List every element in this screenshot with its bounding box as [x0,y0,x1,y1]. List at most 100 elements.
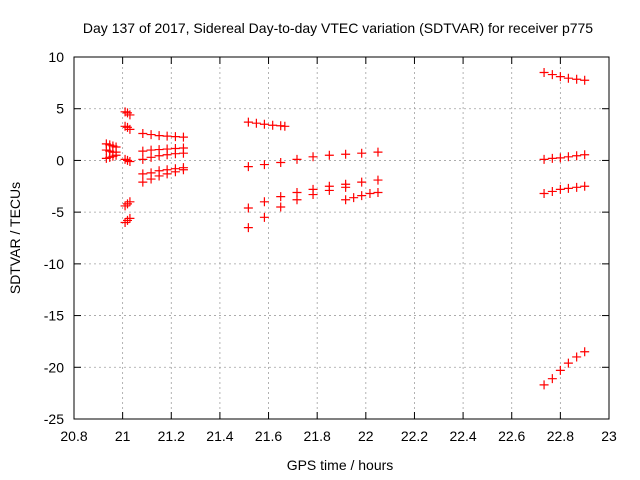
y-tick-label: -25 [44,411,64,427]
data-point [125,124,135,134]
data-point [259,119,269,129]
data-point [308,152,318,162]
axis-ticks [73,56,610,420]
data-point [276,202,286,212]
data-point [373,147,383,157]
series-s20 [539,150,590,164]
data-point [572,74,582,84]
series-s08 [120,213,135,227]
data-point [572,151,582,161]
data-point [292,154,302,164]
data-point [170,149,180,159]
x-tick-label: 21.8 [304,428,331,444]
data-point [243,203,253,213]
x-tick-label: 22 [358,428,374,444]
data-point [365,189,375,199]
data-point [138,154,148,164]
data-point [539,68,549,78]
data-point [563,73,573,83]
y-axis-label: SDTVAR / TECUs [7,182,23,294]
data-point [146,174,156,184]
data-point [162,131,172,141]
series-s13 [138,165,188,187]
data-point [539,380,549,390]
data-point [563,183,573,193]
data-point [138,177,148,187]
data-point [580,75,590,85]
x-tick-labels: 20.8 21 21.2 21.4 21.6 21.8 22 22.2 22.4 22.6 22.8… [60,428,617,444]
data-point [341,149,351,159]
x-tick-label: 23 [601,428,617,444]
data-point [146,130,156,140]
grid [74,57,609,419]
data-point [178,165,188,175]
data-point [154,151,164,161]
y-tick-label: -15 [44,308,64,324]
data-point [276,157,286,167]
data-point [563,358,573,368]
x-tick-label: 21.6 [255,428,282,444]
x-tick-label: 21.2 [158,428,185,444]
data-point [539,189,549,199]
data-point [170,167,180,177]
data-point [138,169,148,179]
series-s09 [138,129,188,142]
chart-title: Day 137 of 2017, Sidereal Day-to-day VTE… [83,20,593,36]
data-point [324,150,334,160]
y-tick-labels: 10 5 0 -5 -10 -15 -20 -25 [44,49,64,427]
data-point [162,169,172,179]
data-point [125,213,135,223]
data-point [243,117,253,127]
y-tick-label: -10 [44,256,64,272]
data-point [572,182,582,192]
series-s18 [341,187,383,205]
data-point [162,150,172,160]
data-point [547,70,557,80]
data-point [146,152,156,162]
series-s14 [243,117,290,131]
series-s17 [243,182,351,233]
x-tick-label: 22.2 [401,428,428,444]
data-point [572,352,582,362]
y-tick-label: 5 [56,101,64,117]
series-s15 [243,147,383,172]
data-point [259,197,269,207]
data-point [125,156,135,166]
data-point [580,347,590,357]
data-point [243,162,253,172]
data-point [154,131,164,141]
data-point [547,153,557,163]
data-point [138,129,148,139]
series-s05 [120,121,135,134]
data-points [101,68,590,390]
data-point [276,192,286,202]
data-point [324,185,334,195]
y-tick-label: 10 [48,49,64,65]
data-point [539,154,549,164]
x-tick-label: 22.6 [498,428,525,444]
data-point [580,181,590,191]
series-s11 [138,148,188,164]
y-tick-label: -20 [44,359,64,375]
x-tick-label: 22.8 [547,428,574,444]
data-point [341,195,351,205]
data-point [373,187,383,197]
data-point [547,374,557,384]
series-s04 [120,107,135,120]
data-point [292,195,302,205]
data-point [555,153,565,163]
data-point [125,197,135,207]
data-point [341,182,351,192]
data-point [555,184,565,194]
data-point [555,72,565,82]
data-point [547,186,557,196]
data-point [555,365,565,375]
data-point [373,175,383,185]
data-point [243,223,253,233]
series-s03 [101,150,121,163]
data-point [563,152,573,162]
y-tick-label: -5 [52,204,65,220]
series-s22 [539,347,590,390]
series-s21 [539,181,590,199]
data-point [259,160,269,170]
